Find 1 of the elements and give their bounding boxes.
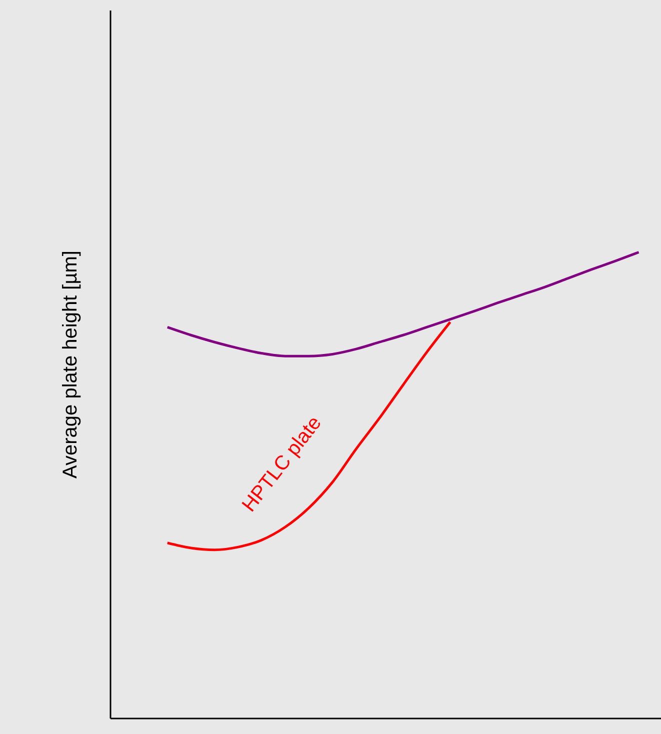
- y-axis-title: Average plate height [µm]: [60, 250, 82, 478]
